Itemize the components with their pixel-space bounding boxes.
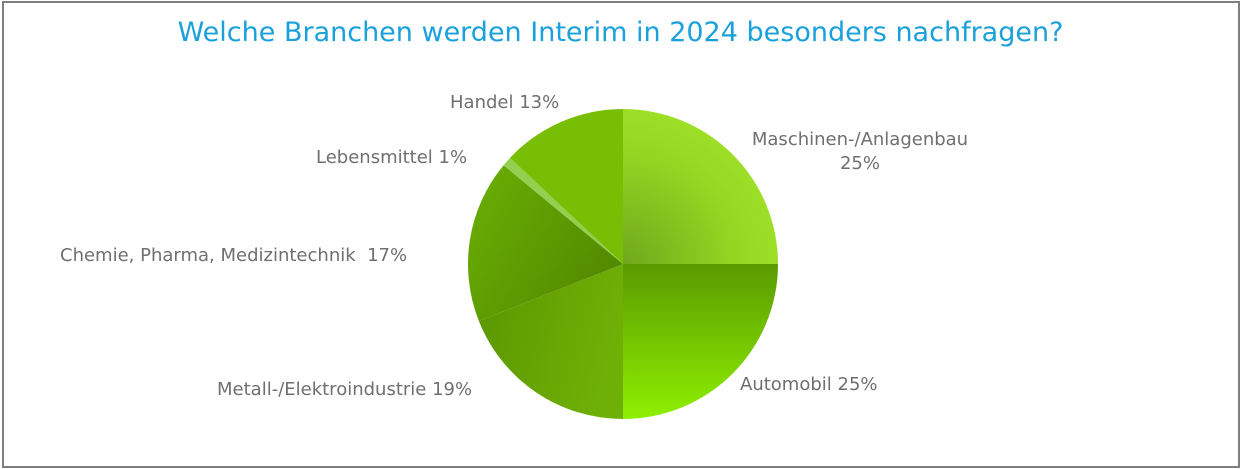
label-handel: Handel 13%: [450, 92, 560, 113]
label-text: Maschinen-/Anlagenbau: [751, 129, 969, 150]
label-metall: Metall-/Elektroindustrie 19%: [217, 379, 473, 400]
label-chemie: Chemie, Pharma, Medizintechnik 17%: [60, 245, 408, 266]
pie-slice-maschinen-anlagenbau: [623, 109, 778, 264]
chart-title: Welche Branchen werden Interim in 2024 b…: [177, 17, 1064, 48]
pie-slice-handel: [510, 109, 623, 264]
pie-slice-lebensmittel: [503, 157, 623, 264]
label-automobil: Automobil 25%: [740, 374, 878, 395]
label-maschinen: Maschinen-/Anlagenbau 25%: [740, 128, 980, 176]
pie-slice-automobil: [623, 264, 778, 419]
label-lebensmittel: Lebensmittel 1%: [316, 147, 468, 168]
label-value: 25%: [839, 153, 880, 174]
pie-slice-metall-elektroindustrie: [478, 264, 623, 419]
pie-slice-chemie-pharma-medizintechnik: [468, 165, 623, 322]
